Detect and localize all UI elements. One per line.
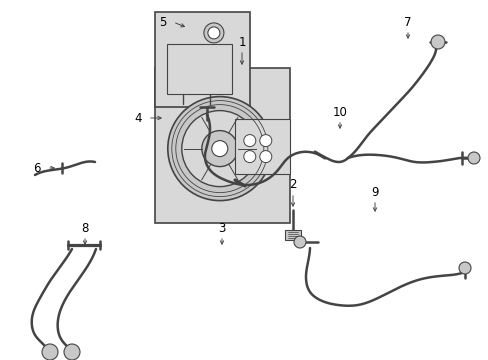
Bar [234, 118, 289, 174]
Circle shape [467, 152, 479, 164]
Text: 2: 2 [289, 179, 296, 192]
Circle shape [211, 141, 227, 157]
Circle shape [42, 344, 58, 360]
Circle shape [64, 344, 80, 360]
Text: 1: 1 [238, 36, 245, 49]
Bar [155, 12, 249, 107]
Bar [155, 68, 289, 223]
Text: 9: 9 [370, 185, 378, 198]
Circle shape [430, 35, 444, 49]
Text: 10: 10 [332, 105, 347, 118]
Circle shape [182, 111, 257, 186]
Bar [285, 230, 301, 240]
Text: 7: 7 [404, 15, 411, 28]
Circle shape [244, 135, 255, 147]
Circle shape [259, 150, 271, 163]
Text: 3: 3 [218, 221, 225, 234]
Circle shape [203, 23, 224, 43]
Circle shape [259, 135, 271, 147]
Circle shape [202, 131, 237, 167]
Circle shape [207, 27, 220, 39]
Text: 6: 6 [33, 162, 41, 175]
Circle shape [293, 236, 305, 248]
Bar [167, 44, 231, 94]
Text: 8: 8 [81, 221, 88, 234]
Circle shape [458, 262, 470, 274]
Circle shape [244, 150, 255, 163]
Circle shape [167, 96, 271, 201]
Text: 5: 5 [159, 15, 166, 28]
Text: 4: 4 [134, 112, 142, 125]
